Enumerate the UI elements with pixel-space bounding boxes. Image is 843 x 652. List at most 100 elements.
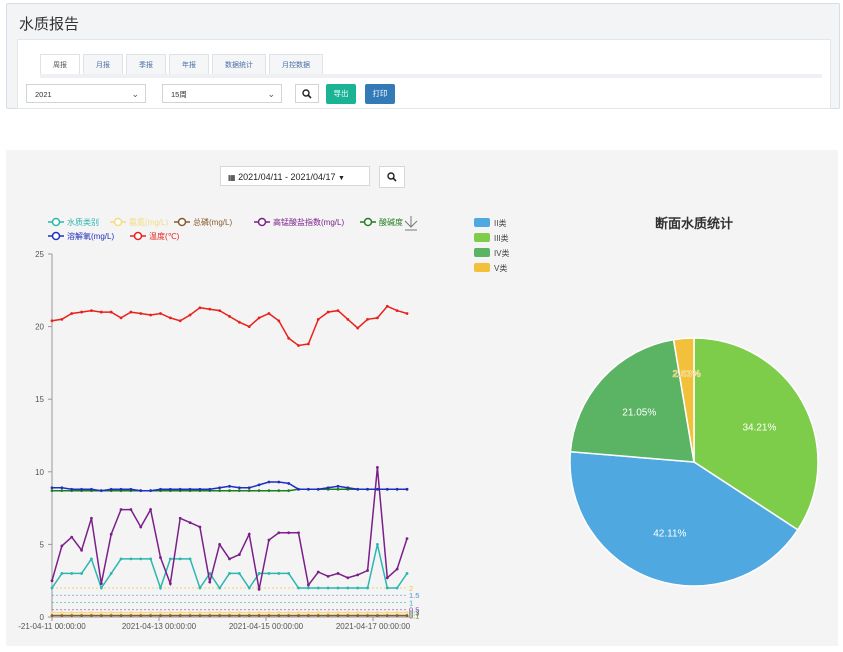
pie-legend-label: II类 [494, 218, 506, 228]
data-point [178, 557, 182, 561]
data-point [90, 309, 93, 313]
data-point [247, 489, 251, 493]
data-point [326, 486, 330, 490]
search-button[interactable] [295, 84, 319, 103]
pie-legend-swatch [474, 233, 490, 242]
tab-yearly[interactable]: 年报 [169, 54, 209, 75]
reference-label: 1 [409, 598, 413, 607]
data-point [99, 489, 103, 493]
data-point [257, 572, 261, 575]
data-point [149, 611, 153, 615]
data-point [316, 570, 320, 574]
data-point [90, 487, 93, 491]
data-point [168, 582, 172, 586]
data-point [109, 572, 113, 575]
report-tabs: 周报 月报 季报 年报 数据统计 月控数据 [40, 54, 326, 75]
week-select[interactable]: 15周 ⌄ [162, 84, 282, 103]
data-point [109, 614, 113, 617]
data-point [109, 310, 113, 314]
x-tick-label: 2021-04-13 00:00:00 [122, 622, 197, 631]
date-range-picker[interactable]: ▦ 2021/04/11 - 2021/04/17 ▼ [220, 166, 370, 186]
line-series [50, 304, 409, 617]
data-point [366, 569, 369, 572]
pie-slice-label: 42.11% [653, 528, 686, 539]
data-point [119, 557, 123, 561]
date-range-text: 2021/04/11 - 2021/04/17 [238, 172, 336, 182]
data-point [99, 310, 103, 314]
date-search-button[interactable] [379, 166, 405, 188]
data-point [80, 487, 83, 491]
data-point [50, 319, 54, 323]
reference-label: 1.5 [409, 591, 419, 600]
data-point [306, 583, 310, 587]
data-point [208, 487, 212, 491]
pie-chart: 34.21% 42.11% 21.05% 2.63% [569, 337, 819, 587]
data-point [178, 487, 182, 491]
data-point [60, 572, 64, 575]
data-point [198, 306, 202, 310]
pie-slice [569, 450, 799, 587]
data-point [346, 614, 350, 617]
legend-item: 高锰酸盐指数(mg/L) [254, 217, 344, 227]
pie-slice [569, 338, 695, 463]
reference-label: 0.1 [409, 612, 419, 621]
data-point [306, 614, 310, 617]
data-point [237, 489, 241, 493]
data-point [366, 611, 369, 615]
series-总磷(mg/L) [50, 614, 409, 617]
line-chart-axes: 0 5 10 15 20 25 -21-04-11 00:00:00 2021-04-13 0… [18, 250, 413, 631]
data-point [129, 614, 133, 617]
data-point [326, 611, 330, 615]
tab-quarterly[interactable]: 季报 [126, 54, 166, 75]
data-point [346, 586, 350, 590]
data-point [277, 480, 281, 484]
data-point [336, 487, 340, 491]
data-point [198, 614, 202, 617]
data-point [287, 611, 291, 615]
data-point [247, 532, 251, 536]
data-point [385, 576, 389, 580]
data-point [336, 611, 340, 615]
data-point [90, 557, 93, 561]
data-point [356, 586, 360, 590]
chevron-down-icon: ⌄ [131, 89, 139, 99]
week-select-value: 15周 [171, 90, 187, 99]
data-point [188, 313, 192, 317]
data-point [218, 611, 222, 615]
pie-chart-title: 断面水质统计 [655, 216, 733, 231]
export-button[interactable]: 导出 [326, 84, 356, 104]
data-point [267, 480, 271, 484]
data-point [60, 614, 64, 617]
y-tick-label: 20 [35, 323, 44, 332]
year-select[interactable]: 2021 ⌄ [26, 84, 146, 103]
data-point [247, 586, 251, 590]
data-point [395, 611, 399, 615]
data-point [70, 535, 74, 539]
data-point [159, 556, 162, 559]
data-point [198, 525, 202, 529]
data-point [287, 531, 291, 535]
data-point [287, 572, 291, 575]
legend-marker [51, 217, 61, 227]
data-point [257, 588, 261, 591]
tab-monthly[interactable]: 月报 [83, 54, 123, 75]
data-point [119, 487, 123, 491]
data-point [208, 611, 212, 615]
data-point [149, 489, 153, 493]
data-point [336, 309, 340, 313]
legend-label: 氨氮(mg/L) [129, 217, 168, 227]
tab-monthly-control[interactable]: 月控数据 [269, 54, 323, 75]
data-point [188, 487, 192, 491]
tab-statistics[interactable]: 数据统计 [212, 54, 266, 75]
data-point [168, 614, 172, 617]
tab-weekly[interactable]: 周报 [40, 54, 80, 75]
print-button[interactable]: 打印 [365, 84, 395, 104]
legend-marker [113, 217, 123, 227]
data-point [168, 487, 172, 491]
download-icon[interactable] [404, 216, 418, 231]
data-point [218, 614, 222, 617]
data-point [316, 487, 320, 491]
data-point [208, 614, 212, 617]
data-point [376, 611, 379, 615]
data-point [60, 486, 64, 490]
